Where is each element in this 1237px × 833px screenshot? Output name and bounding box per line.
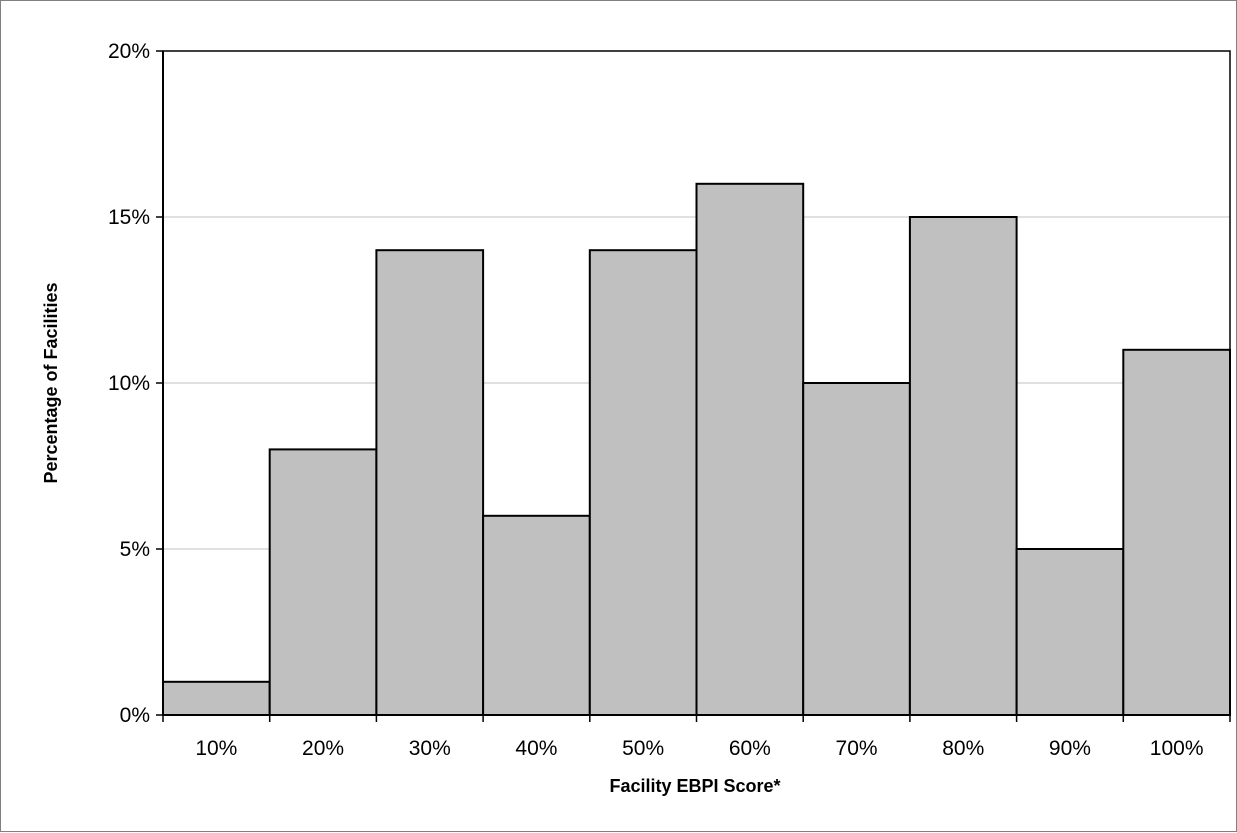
x-tick-label: 30% — [409, 737, 451, 760]
x-tick-label: 80% — [942, 737, 984, 760]
y-tick-label: 5% — [120, 538, 150, 561]
x-tick-label: 90% — [1049, 737, 1091, 760]
axes — [156, 50, 1231, 722]
bar-100pct — [1122, 348, 1232, 716]
bar-70pct — [802, 382, 911, 716]
y-axis-title: Percentage of Facilities — [41, 282, 61, 483]
x-axis-title: Facility EBPI Score* — [609, 776, 780, 796]
y-tick-label: 10% — [108, 372, 150, 395]
bar-80pct — [908, 216, 1018, 716]
x-tick-label: 40% — [515, 737, 557, 760]
x-tick-label: 20% — [302, 737, 344, 760]
x-tick-label: 10% — [195, 737, 237, 760]
x-tick-label: 70% — [836, 737, 878, 760]
y-tick-label: 15% — [108, 206, 150, 229]
bar-40pct — [482, 514, 591, 716]
bars — [162, 182, 1232, 717]
x-tick-labels: 10% 20% 30% 40% 50% 60% 70% 80% 90% 100% — [195, 737, 1203, 760]
bar-10pct — [162, 680, 271, 716]
x-tick-label: 50% — [622, 737, 664, 760]
bar-60pct — [695, 182, 805, 717]
bar-90pct — [1015, 548, 1125, 716]
bar-30pct — [375, 249, 485, 716]
x-tick-label: 100% — [1150, 737, 1204, 760]
y-tick-label: 20% — [108, 40, 150, 63]
y-tick-label: 0% — [120, 704, 150, 727]
bar-20pct — [268, 448, 378, 716]
bar-50pct — [588, 249, 698, 716]
x-tick-label: 60% — [729, 737, 771, 760]
y-tick-labels: 0% 5% 10% 15% 20% — [108, 40, 150, 727]
